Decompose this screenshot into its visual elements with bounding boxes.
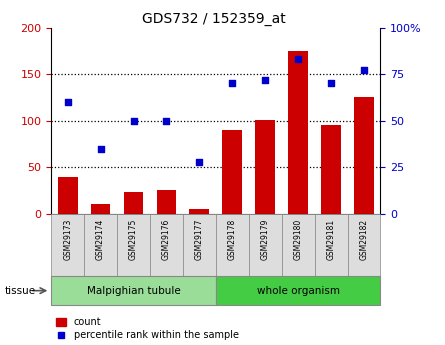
- Text: GSM29174: GSM29174: [96, 219, 105, 260]
- Bar: [348, 214, 380, 276]
- Bar: [288, 51, 308, 214]
- Text: Malpighian tubule: Malpighian tubule: [87, 286, 180, 296]
- Text: GSM29179: GSM29179: [261, 219, 270, 260]
- Bar: [117, 214, 150, 276]
- Bar: [216, 276, 380, 305]
- Bar: [91, 204, 110, 214]
- Bar: [84, 214, 117, 276]
- Text: GSM29180: GSM29180: [294, 219, 303, 260]
- Legend: count, percentile rank within the sample: count, percentile rank within the sample: [56, 317, 239, 340]
- Point: [328, 81, 335, 86]
- Text: GSM29178: GSM29178: [228, 219, 237, 260]
- Bar: [222, 130, 242, 214]
- Point: [295, 57, 302, 62]
- Bar: [150, 214, 183, 276]
- Text: whole organism: whole organism: [257, 286, 340, 296]
- Text: GSM29182: GSM29182: [360, 219, 368, 260]
- Bar: [183, 214, 216, 276]
- Bar: [58, 177, 77, 214]
- Point: [163, 118, 170, 124]
- Point: [229, 81, 236, 86]
- Text: GSM29177: GSM29177: [195, 219, 204, 260]
- Bar: [249, 214, 282, 276]
- Bar: [51, 276, 216, 305]
- Bar: [51, 214, 84, 276]
- Text: GSM29181: GSM29181: [327, 219, 336, 260]
- Bar: [216, 214, 249, 276]
- Point: [64, 99, 71, 105]
- Point: [262, 77, 269, 82]
- Text: tissue: tissue: [4, 286, 36, 296]
- Text: GSM29175: GSM29175: [129, 219, 138, 260]
- Bar: [354, 97, 374, 214]
- Bar: [282, 214, 315, 276]
- Bar: [321, 125, 341, 214]
- Text: GDS732 / 152359_at: GDS732 / 152359_at: [142, 12, 286, 26]
- Bar: [190, 209, 209, 214]
- Text: GSM29173: GSM29173: [63, 219, 72, 260]
- Point: [97, 146, 104, 151]
- Bar: [157, 190, 176, 214]
- Bar: [255, 120, 275, 214]
- Point: [196, 159, 203, 165]
- Bar: [124, 191, 143, 214]
- Text: GSM29176: GSM29176: [162, 219, 171, 260]
- Point: [360, 68, 368, 73]
- Point: [130, 118, 137, 124]
- Bar: [315, 214, 348, 276]
